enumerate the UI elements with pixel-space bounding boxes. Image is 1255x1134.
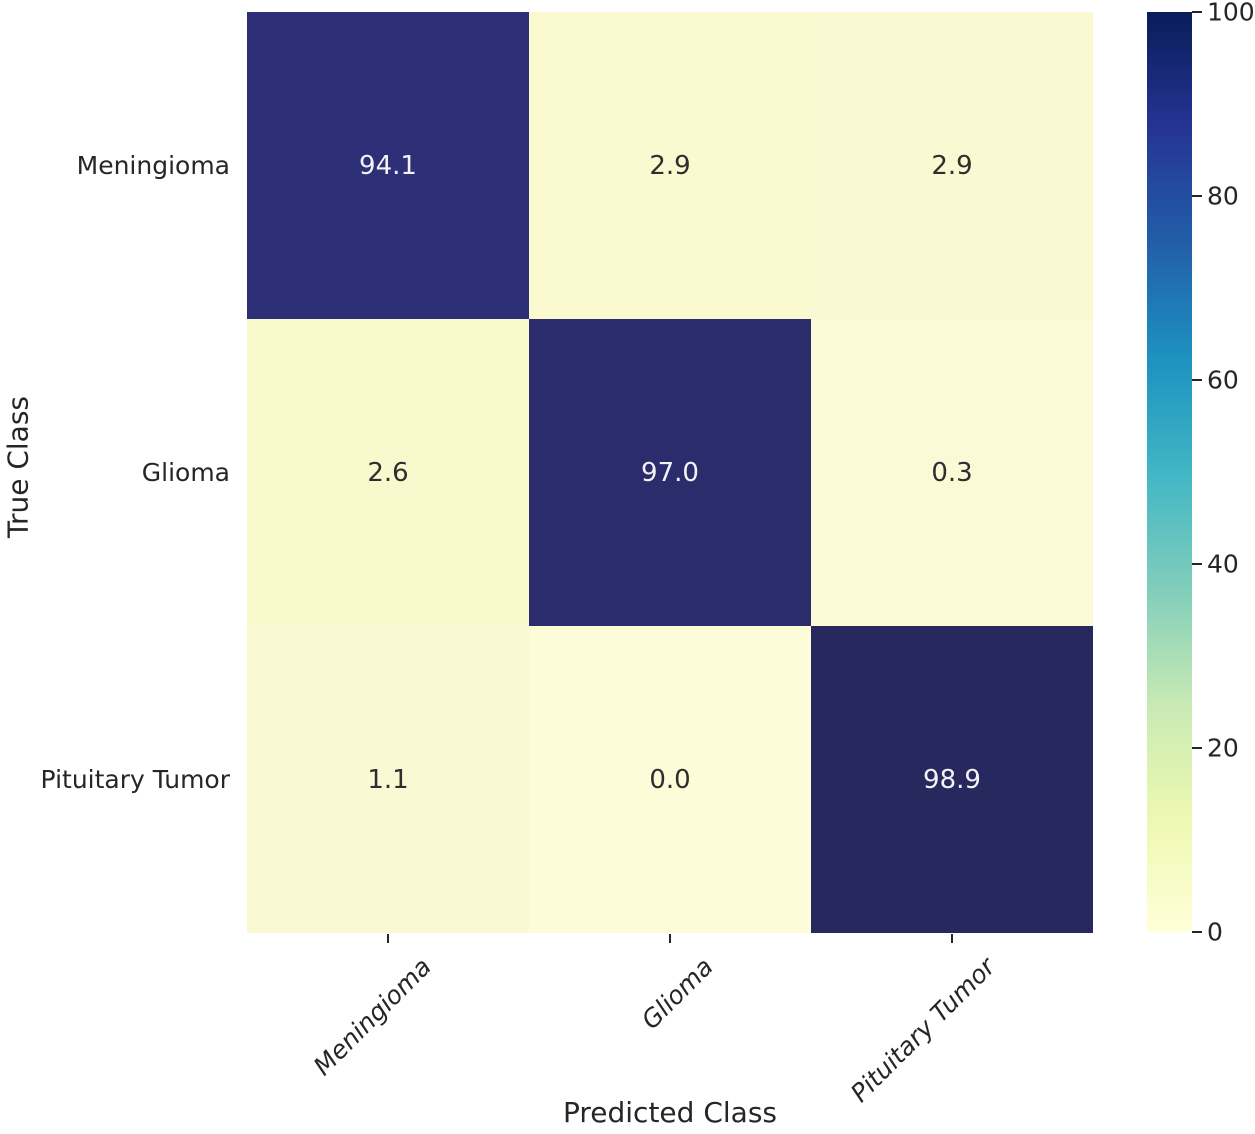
cell-value: 94.1 bbox=[359, 150, 417, 181]
colorbar-tick-label: 40 bbox=[1207, 549, 1239, 579]
colorbar-tick-mark bbox=[1192, 379, 1202, 381]
heatmap-grid: 94.1 2.9 2.9 2.6 97.0 0.3 1.1 0.0 98.9 bbox=[247, 12, 1093, 933]
cell-value: 2.9 bbox=[649, 150, 691, 181]
y-tick-label: Pituitary Tumor bbox=[40, 765, 230, 794]
heatmap-cell: 1.1 bbox=[247, 626, 529, 933]
heatmap-cell: 97.0 bbox=[529, 319, 811, 626]
x-tick-label: Pituitary Tumor bbox=[844, 952, 1001, 1108]
cell-value: 97.0 bbox=[641, 457, 699, 488]
heatmap-cell: 0.3 bbox=[811, 319, 1093, 626]
colorbar-tick-label: 20 bbox=[1207, 733, 1239, 763]
y-tick-label: Glioma bbox=[141, 458, 230, 487]
x-tick-mark bbox=[387, 934, 389, 943]
cell-value: 0.3 bbox=[931, 457, 973, 488]
colorbar-tick-label: 60 bbox=[1207, 365, 1239, 395]
y-axis-tick-labels: Meningioma Glioma Pituitary Tumor bbox=[0, 12, 230, 933]
heatmap-cell: 2.6 bbox=[247, 319, 529, 626]
colorbar-tick-mark bbox=[1192, 931, 1202, 933]
cell-value: 2.9 bbox=[931, 150, 973, 181]
cell-value: 2.6 bbox=[367, 457, 409, 488]
colorbar-tick-mark bbox=[1192, 195, 1202, 197]
cell-value: 0.0 bbox=[649, 764, 691, 795]
x-tick-label: Meningioma bbox=[307, 952, 437, 1081]
colorbar bbox=[1147, 12, 1192, 932]
x-axis-title: Predicted Class bbox=[562, 1096, 778, 1129]
colorbar-tick-label: 0 bbox=[1207, 917, 1223, 947]
x-tick-mark bbox=[951, 934, 953, 943]
heatmap-cell: 0.0 bbox=[529, 626, 811, 933]
colorbar-tick-label: 80 bbox=[1207, 181, 1239, 211]
colorbar-tick-label: 100 bbox=[1207, 0, 1255, 27]
colorbar-tick-mark bbox=[1192, 563, 1202, 565]
heatmap-cell: 94.1 bbox=[247, 12, 529, 319]
colorbar-tick-mark bbox=[1192, 11, 1202, 13]
x-tick-mark bbox=[669, 934, 671, 943]
cell-value: 98.9 bbox=[923, 764, 981, 795]
y-tick-label: Meningioma bbox=[76, 151, 230, 180]
colorbar-tick-mark bbox=[1192, 747, 1202, 749]
cell-value: 1.1 bbox=[367, 764, 409, 795]
x-tick-label: Glioma bbox=[635, 952, 719, 1035]
heatmap-cell: 98.9 bbox=[811, 626, 1093, 933]
heatmap-cell: 2.9 bbox=[811, 12, 1093, 319]
heatmap-cell: 2.9 bbox=[529, 12, 811, 319]
y-axis-title: True Class bbox=[1, 395, 35, 539]
